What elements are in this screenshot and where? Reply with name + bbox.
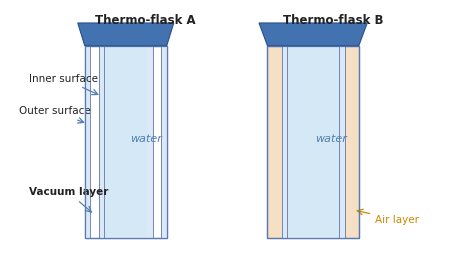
Text: Air layer: Air layer <box>357 209 419 225</box>
Bar <box>85 46 167 238</box>
Bar <box>287 46 339 238</box>
Text: water: water <box>130 134 162 144</box>
Bar <box>161 46 167 238</box>
Text: Vacuum layer: Vacuum layer <box>28 187 108 212</box>
Bar <box>85 46 167 238</box>
Text: Outer surface: Outer surface <box>19 106 91 123</box>
Bar <box>99 46 104 238</box>
Bar <box>267 46 359 238</box>
Text: water: water <box>315 134 346 144</box>
Polygon shape <box>78 23 174 46</box>
Bar <box>282 46 287 238</box>
Bar <box>339 46 345 238</box>
Text: Inner surface: Inner surface <box>28 74 98 95</box>
Text: Thermo-flask B: Thermo-flask B <box>283 14 383 27</box>
Bar <box>104 46 147 238</box>
Polygon shape <box>259 23 367 46</box>
Bar <box>147 46 153 238</box>
Text: Thermo-flask A: Thermo-flask A <box>95 14 196 27</box>
Bar <box>267 46 359 238</box>
Bar <box>85 46 91 238</box>
